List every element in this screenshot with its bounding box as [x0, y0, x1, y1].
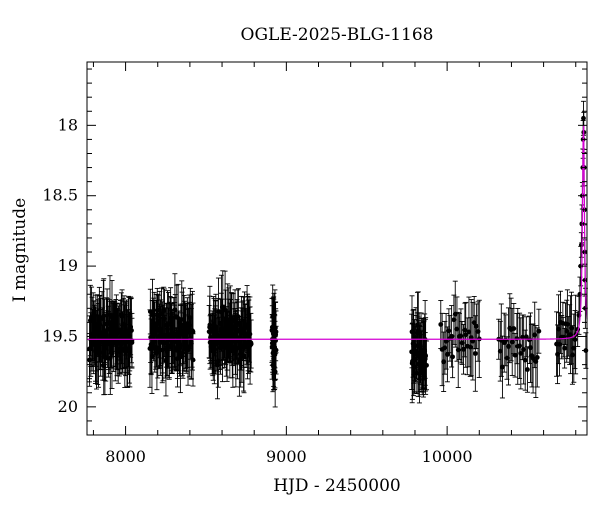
data-point [523, 334, 529, 340]
x-tick-label: 8000 [105, 447, 146, 466]
data-point [472, 351, 478, 356]
data-layer [87, 100, 589, 408]
data-point [562, 345, 568, 351]
data-point [475, 329, 481, 334]
data-point [450, 354, 456, 360]
data-point [572, 337, 578, 343]
data-point [526, 337, 532, 343]
data-point [517, 343, 523, 349]
data-point [514, 336, 520, 342]
data-point [522, 357, 528, 363]
data-point [446, 328, 452, 334]
data-point [534, 355, 540, 360]
data-point [530, 356, 536, 361]
y-tick-label: 18 [58, 115, 78, 134]
data-point [512, 352, 518, 358]
data-point [525, 367, 530, 372]
y-tick-label: 18.5 [42, 186, 78, 205]
y-axis-label: I magnitude [10, 198, 30, 302]
data-point [455, 347, 461, 353]
data-point [536, 328, 542, 334]
data-point [532, 332, 538, 338]
data-point [442, 345, 448, 351]
data-point [423, 353, 429, 359]
data-point [452, 311, 458, 317]
data-point [511, 326, 517, 331]
data-point [273, 347, 279, 353]
data-point [497, 348, 503, 354]
x-tick-label: 9000 [266, 447, 307, 466]
data-point [569, 325, 574, 331]
axes-layer: 8000 9000 10000 18 18.5 19 19.5 20 [42, 62, 587, 466]
data-point [458, 333, 464, 339]
data-point [129, 340, 135, 345]
x-tick-label: 10000 [422, 447, 473, 466]
data-point [424, 362, 429, 368]
y-tick-label: 20 [58, 397, 78, 416]
data-point [241, 354, 247, 360]
y-tick-label: 19.5 [42, 326, 78, 345]
data-point [473, 323, 479, 329]
data-point [190, 329, 196, 335]
data-point [445, 351, 450, 357]
data-point [441, 359, 447, 365]
plot-frame [86, 61, 588, 436]
x-axis-label: HJD - 2450000 [273, 476, 401, 496]
data-point [565, 321, 570, 327]
chart-title: OGLE-2025-BLG-1168 [241, 25, 434, 45]
model-curve [87, 125, 588, 340]
data-point [578, 242, 584, 248]
model-layer [87, 125, 588, 340]
data-point [248, 341, 254, 347]
y-tick-label: 19 [58, 256, 78, 275]
